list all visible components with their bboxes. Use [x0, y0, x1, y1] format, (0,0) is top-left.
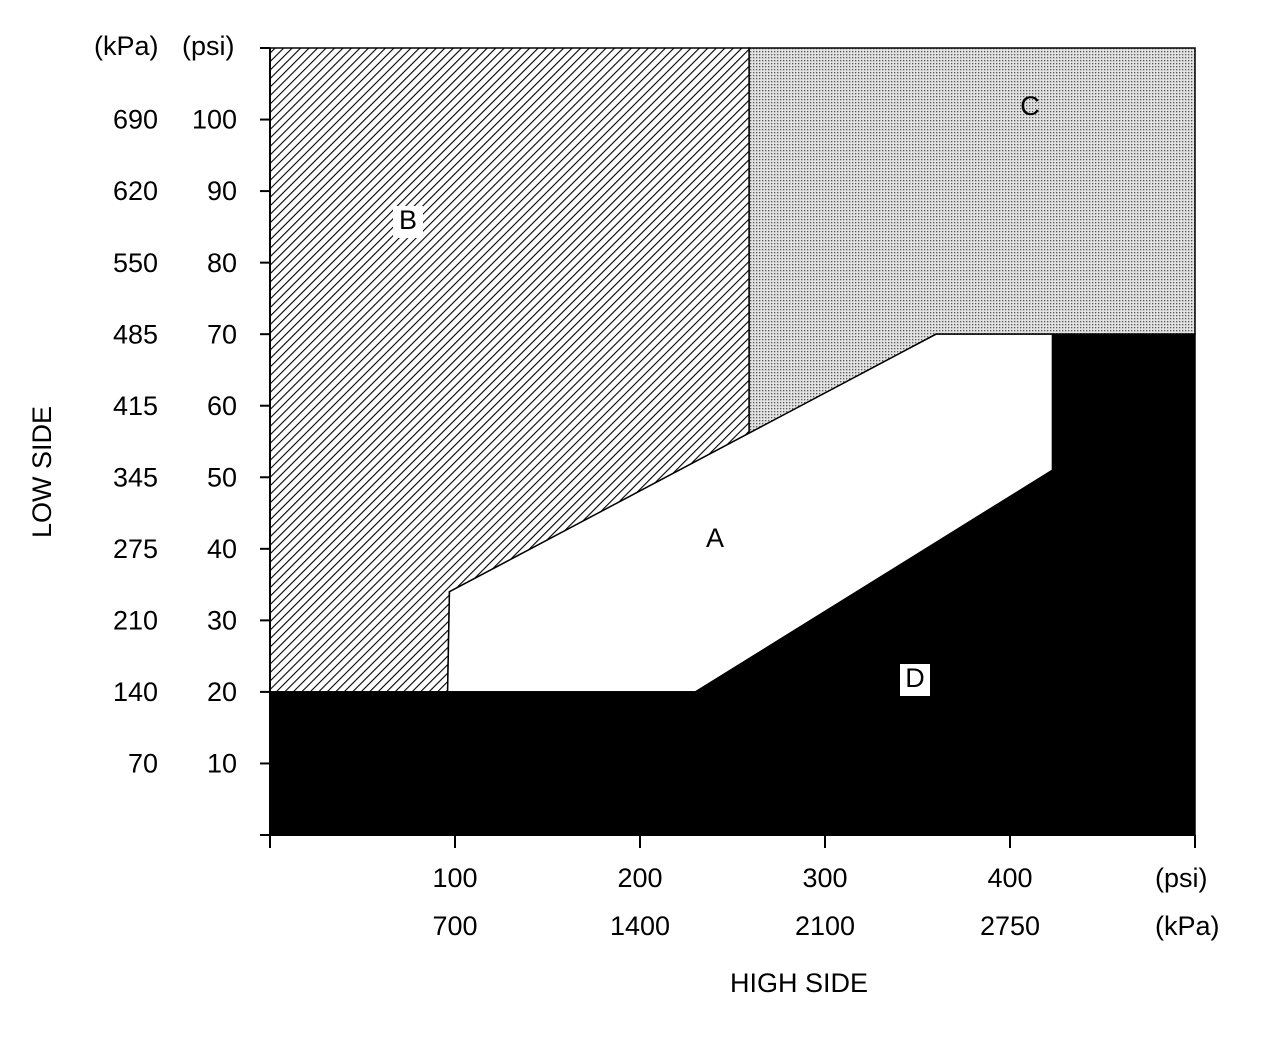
y-tick-label: 60 — [207, 391, 237, 421]
y-axis-label: LOW SIDE — [27, 406, 57, 538]
x-tick-label-kpa: 2100 — [795, 911, 855, 941]
x-tick-label: 300 — [802, 863, 847, 893]
y-tick-label: 70 — [207, 319, 237, 349]
y-tick-label: 40 — [207, 534, 237, 564]
region-label-box — [393, 206, 423, 238]
x-tick-label: 200 — [617, 863, 662, 893]
y-tick-label-kpa: 485 — [113, 319, 158, 349]
x-tick-label-kpa: 1400 — [610, 911, 670, 941]
y-tick-label: 10 — [207, 749, 237, 779]
y-tick-label-kpa: 210 — [113, 605, 158, 635]
x-tick-label-kpa: 700 — [432, 911, 477, 941]
y-tick-label: 80 — [207, 248, 237, 278]
x-tick-label: 100 — [432, 863, 477, 893]
region-label: A — [706, 523, 724, 553]
y-tick-label: 30 — [207, 605, 237, 635]
y-tick-label: 100 — [192, 105, 237, 135]
y-tick-label-kpa: 345 — [113, 462, 158, 492]
x-unit-psi: (psi) — [1155, 863, 1208, 893]
y-tick-label-kpa: 415 — [113, 391, 158, 421]
x-tick-label: 400 — [987, 863, 1032, 893]
region-label: B — [399, 205, 417, 235]
y-tick-label: 20 — [207, 677, 237, 707]
x-unit-kpa: (kPa) — [1155, 911, 1220, 941]
region-label: C — [1020, 91, 1040, 121]
y-unit-kpa: (kPa) — [94, 31, 159, 61]
y-tick-label: 50 — [207, 462, 237, 492]
y-tick-label-kpa: 140 — [113, 677, 158, 707]
x-tick-label-kpa: 2750 — [980, 911, 1040, 941]
y-tick-label-kpa: 550 — [113, 248, 158, 278]
x-axis-label: HIGH SIDE — [730, 968, 868, 998]
y-unit-psi: (psi) — [182, 31, 235, 61]
y-tick-label-kpa: 70 — [128, 749, 158, 779]
y-tick-label-kpa: 620 — [113, 176, 158, 206]
region — [269, 333, 1196, 836]
y-tick-label: 90 — [207, 176, 237, 206]
region-label-box — [900, 664, 930, 696]
region-label: D — [905, 663, 925, 693]
y-tick-label-kpa: 690 — [113, 105, 158, 135]
y-tick-label-kpa: 275 — [113, 534, 158, 564]
